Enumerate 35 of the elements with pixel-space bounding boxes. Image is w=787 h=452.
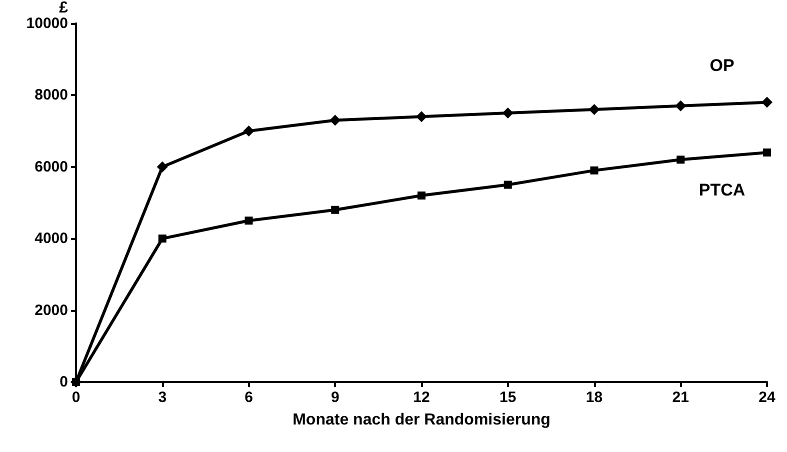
- point: [156, 161, 168, 172]
- x-tick-label: 15: [500, 389, 516, 406]
- x-tick-label: 12: [413, 389, 430, 406]
- point: [675, 100, 686, 112]
- point: [418, 192, 426, 200]
- point: [243, 125, 254, 136]
- point: [244, 216, 253, 225]
- point: [331, 206, 340, 214]
- x-tick-label: 0: [72, 389, 80, 406]
- y-tick-label: 0: [60, 374, 68, 390]
- x-axis-title: Monate nach der Randomisierung: [292, 412, 550, 428]
- point: [504, 180, 512, 189]
- y-tick-label: 6000: [34, 158, 68, 176]
- x-tick-label: 6: [244, 389, 253, 406]
- y-tick-label: 10000: [26, 14, 68, 32]
- series-label: OP: [710, 56, 734, 75]
- point: [416, 111, 427, 122]
- series-label: PTCA: [698, 180, 746, 200]
- point: [158, 234, 166, 243]
- x-tick-label: 9: [330, 389, 340, 406]
- point: [588, 104, 600, 115]
- x-tick-label: 3: [158, 389, 167, 406]
- point: [676, 156, 685, 164]
- x-tick-label: 18: [586, 389, 603, 406]
- point: [762, 96, 772, 108]
- x-tick-label: 24: [758, 389, 776, 406]
- y-tick-label: 2000: [34, 302, 68, 319]
- point: [330, 114, 341, 126]
- point: [502, 108, 514, 119]
- y-axis-title: £: [59, 0, 68, 16]
- point: [590, 166, 598, 174]
- y-tick-label: 8000: [34, 86, 68, 104]
- y-tick-label: 4000: [34, 230, 68, 248]
- x-tick-label: 21: [672, 389, 689, 406]
- point: [763, 148, 771, 156]
